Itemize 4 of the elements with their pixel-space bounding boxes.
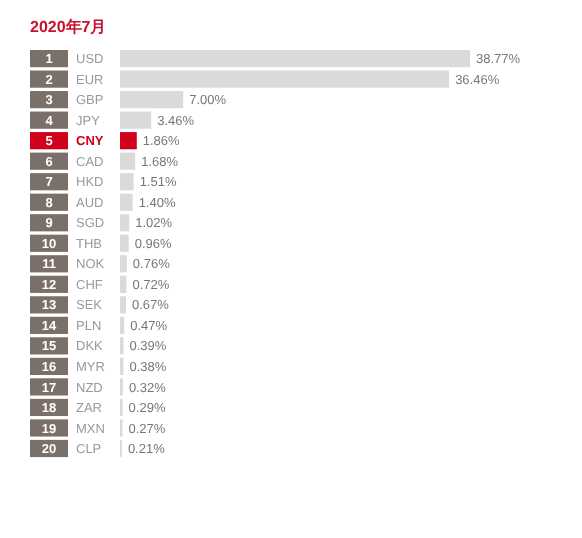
bar [120,50,470,68]
bar [120,111,152,129]
chart-title: 2020年7月 [30,18,107,36]
bar [120,132,137,150]
